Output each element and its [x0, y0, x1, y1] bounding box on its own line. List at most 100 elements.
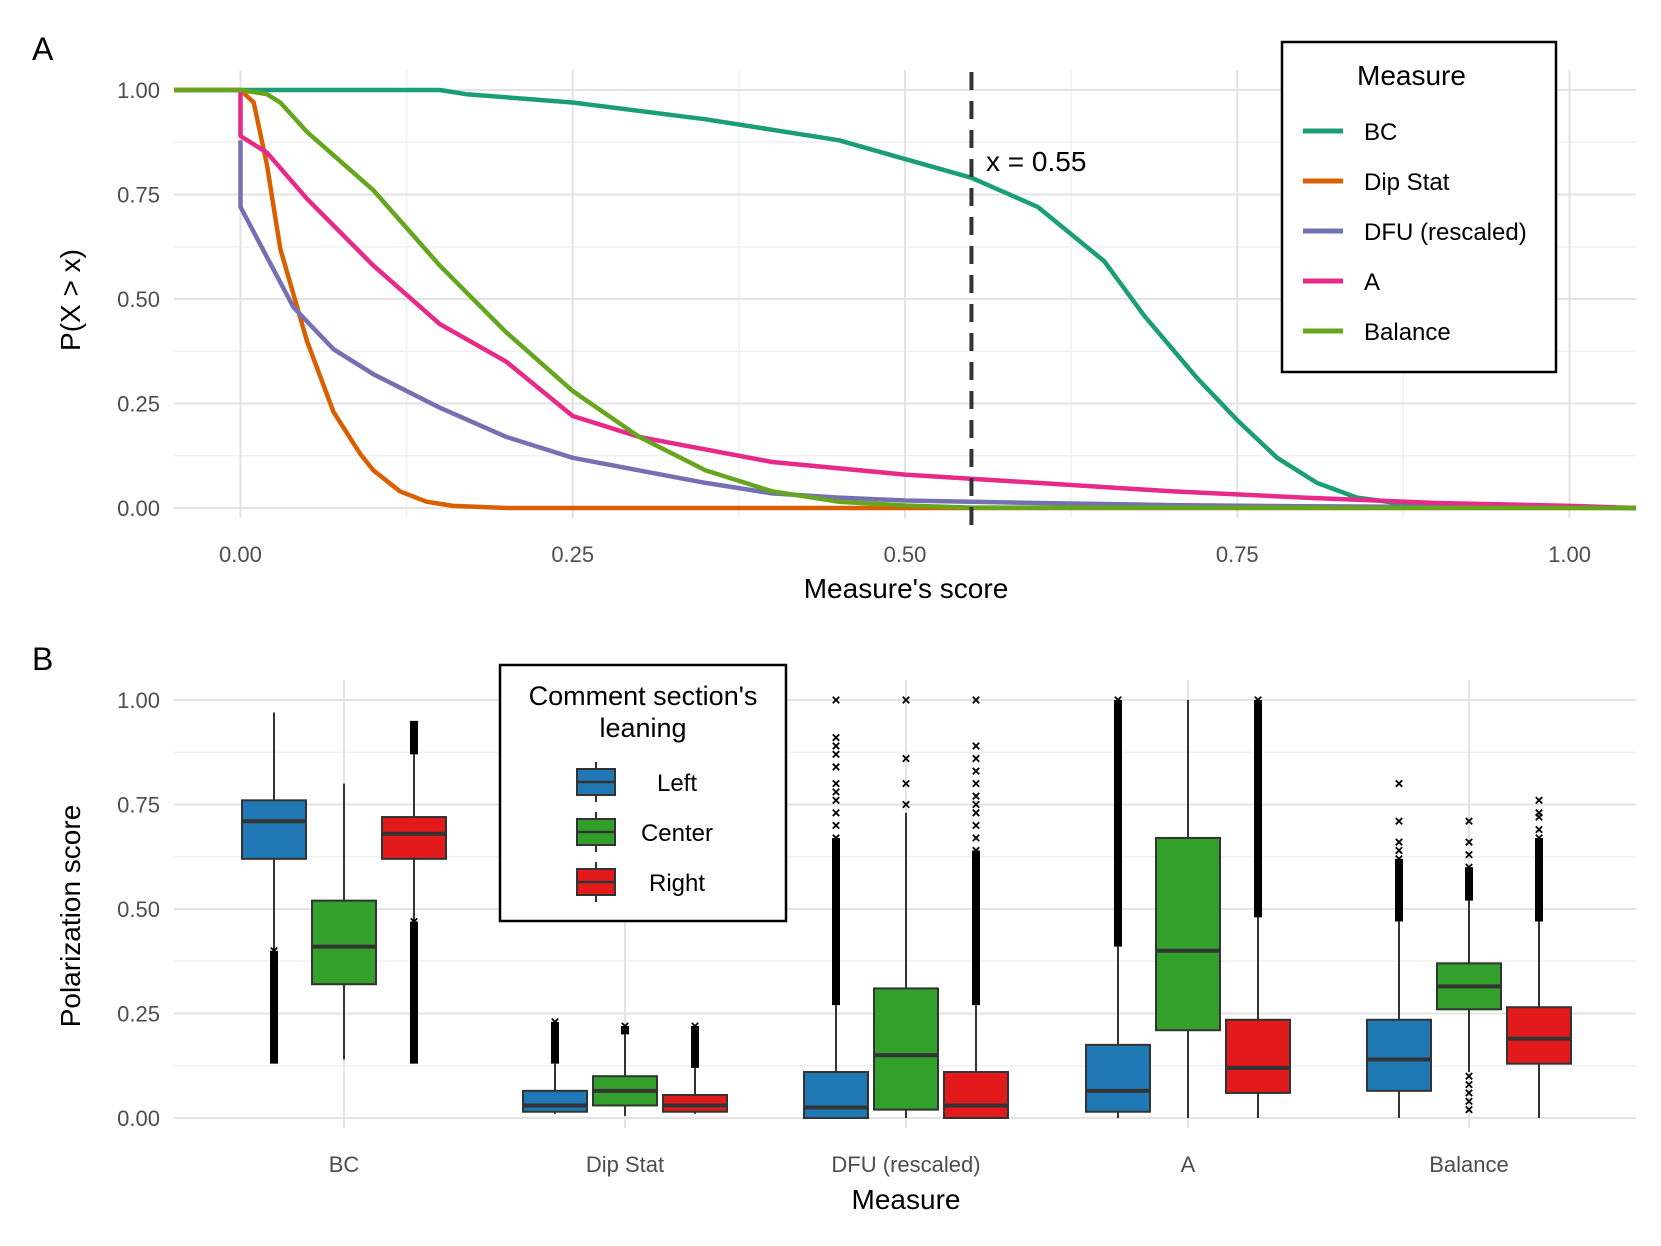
- outlier-point: [832, 788, 840, 796]
- outlier-point: [1254, 696, 1262, 704]
- box-center-dip-stat: [592, 1022, 658, 1116]
- box-body: [381, 816, 447, 860]
- panel-b-x-tick-label: Balance: [1429, 1152, 1509, 1177]
- panel-a-y-tick-label: 1.00: [117, 78, 160, 103]
- panel-a-legend: Measure BC Dip Stat DFU (rescaled) A Balance: [1280, 40, 1558, 374]
- legend-key-left: [576, 762, 616, 802]
- panel-b-legend-title-line-2: leaning: [599, 713, 686, 743]
- outlier-point: [972, 821, 980, 830]
- box-left-bc: [241, 712, 307, 1064]
- box-body: [522, 1089, 588, 1113]
- panel-b-y-tick-label: 0.00: [117, 1106, 160, 1131]
- legend-label-bc: BC: [1364, 119, 1397, 146]
- box-body: [1085, 1043, 1151, 1113]
- box-center-a: [1155, 700, 1221, 1118]
- outlier-point: [832, 763, 840, 771]
- panel-a-legend-frame: [1280, 40, 1558, 374]
- box-body: [1225, 1018, 1291, 1094]
- panel-a-x-tick-label: 0.25: [551, 542, 594, 567]
- box-body: [873, 987, 939, 1111]
- outlier-point: [1465, 817, 1473, 826]
- outlier-point: [1535, 825, 1543, 834]
- legend-label-dfu-rescaled-: DFU (rescaled): [1364, 219, 1527, 246]
- panel-b-x-tick-label: DFU (rescaled): [831, 1152, 980, 1177]
- outlier-point: [1535, 796, 1543, 805]
- panel-b-y-tick-label: 0.25: [117, 1002, 160, 1027]
- legend-label-a: A: [1364, 269, 1380, 296]
- outlier-point: [621, 1022, 629, 1030]
- box-left-dip-stat: [522, 1018, 588, 1114]
- box-body: [241, 799, 307, 860]
- outlier-point: [1465, 1089, 1473, 1097]
- outlier-point: [972, 834, 980, 842]
- outlier-point: [972, 767, 980, 775]
- outlier-point: [1465, 1097, 1473, 1106]
- outlier-point: [1114, 696, 1122, 704]
- outlier-point: [832, 696, 840, 704]
- box-body: [1366, 1018, 1432, 1092]
- outlier-point: [902, 754, 910, 763]
- survival-chart: 0.00 0.25 0.50 0.75 1.00 0.00 0.25 0.50 0.75 1.00: [117, 70, 1637, 567]
- outlier-point: [972, 754, 980, 763]
- box-right-dip-stat: [662, 1022, 728, 1114]
- box-left-dfu-rescaled-: [803, 696, 869, 1120]
- outlier-point: [972, 846, 980, 855]
- outlier-point: [832, 779, 840, 788]
- panel-a-y-tick-label: 0.25: [117, 392, 160, 417]
- outlier-point: [972, 800, 980, 809]
- legend-label-balance: Balance: [1364, 319, 1451, 346]
- legend-label-right: Right: [649, 870, 705, 897]
- panel-b-x-tick-label: BC: [329, 1152, 360, 1177]
- outlier-point: [832, 796, 840, 805]
- outlier-point: [832, 750, 840, 759]
- series-line-dip-stat: [174, 87, 1636, 511]
- legend-key-right: [576, 862, 616, 902]
- panel-a-x-tick-label: 0.00: [219, 542, 262, 567]
- outlier-point: [1465, 1072, 1473, 1081]
- box-right-a: [1225, 696, 1291, 1118]
- box-body: [662, 1094, 728, 1113]
- outlier-point: [972, 696, 980, 704]
- panel-b-y-tick-label: 1.00: [117, 688, 160, 713]
- outlier-point: [691, 1022, 699, 1030]
- box-center-balance: [1436, 817, 1502, 1114]
- panel-b-legend-frame: [498, 663, 788, 923]
- outlier-point: [832, 821, 840, 830]
- outlier-point: [972, 792, 980, 800]
- box-body: [943, 1071, 1009, 1120]
- outlier-point: [1465, 863, 1473, 872]
- series-line-dfu-rescaled-: [238, 140, 1637, 511]
- outlier-point: [1395, 855, 1403, 863]
- outlier-point: [1535, 809, 1543, 817]
- outlier-point: [1395, 817, 1403, 826]
- outlier-point: [270, 946, 278, 955]
- outlier-point: [1535, 834, 1543, 842]
- panel-a-x-tick-label: 0.50: [884, 542, 927, 567]
- outlier-point: [902, 800, 910, 809]
- panel-b-y-axis-title: Polarization score: [55, 805, 86, 1028]
- panel-a-y-axis-title: P(X > x): [55, 249, 86, 351]
- panel-b-x-tick-label: Dip Stat: [586, 1152, 664, 1177]
- panel-b-x-tick-label: A: [1181, 1152, 1196, 1177]
- panel-a-y-tick-label: 0.75: [117, 183, 160, 208]
- panel-a-y-tick-label: 0.50: [117, 287, 160, 312]
- outlier-point: [1395, 779, 1403, 788]
- legend-label-center: Center: [641, 820, 713, 847]
- outlier-point: [1395, 838, 1403, 846]
- outlier-point: [1465, 850, 1473, 859]
- panel-b-y-tick-label: 0.75: [117, 793, 160, 818]
- series-line-balance: [174, 87, 1637, 511]
- box-right-balance: [1506, 796, 1572, 1118]
- panel-a-y-tick-label: 0.00: [117, 496, 160, 521]
- box-center-dfu-rescaled-: [873, 696, 939, 1118]
- panel-b-tag: B: [32, 641, 53, 677]
- box-body: [311, 899, 377, 986]
- outlier-point: [1465, 838, 1473, 846]
- outlier-point: [832, 733, 840, 742]
- outlier-point: [551, 1018, 559, 1026]
- threshold-annotation-label: x = 0.55: [986, 146, 1086, 177]
- outlier-point: [972, 779, 980, 788]
- panel-a-x-tick-label: 0.75: [1216, 542, 1259, 567]
- box-center-bc: [311, 783, 377, 1060]
- panel-b-legend-title-line-1: Comment section's: [529, 681, 758, 711]
